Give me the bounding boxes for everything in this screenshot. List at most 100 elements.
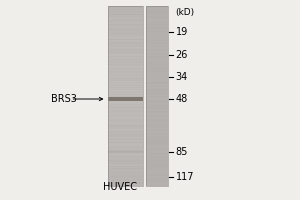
- Bar: [108, 45, 142, 46]
- Bar: [146, 43, 168, 44]
- Bar: [108, 72, 142, 73]
- Bar: [108, 64, 142, 65]
- Bar: [108, 16, 142, 17]
- Bar: [108, 153, 142, 154]
- Bar: [146, 61, 168, 62]
- Bar: [108, 22, 142, 23]
- Bar: [108, 151, 142, 153]
- Bar: [146, 13, 168, 14]
- Bar: [108, 160, 142, 161]
- Bar: [108, 7, 142, 8]
- Bar: [108, 165, 142, 166]
- Bar: [146, 22, 168, 23]
- Bar: [146, 9, 168, 10]
- Bar: [108, 171, 142, 172]
- Bar: [108, 58, 142, 59]
- Bar: [146, 169, 168, 170]
- Bar: [146, 72, 168, 73]
- Bar: [146, 88, 168, 89]
- Bar: [146, 135, 168, 136]
- Bar: [108, 177, 142, 178]
- Bar: [146, 16, 168, 17]
- Bar: [108, 126, 142, 127]
- Bar: [146, 24, 168, 25]
- Bar: [146, 59, 168, 60]
- Bar: [108, 151, 142, 152]
- Bar: [108, 139, 142, 140]
- Bar: [108, 11, 142, 12]
- Bar: [146, 66, 168, 67]
- Bar: [146, 147, 168, 148]
- Bar: [108, 129, 142, 130]
- Bar: [108, 94, 142, 95]
- Bar: [108, 63, 142, 64]
- Bar: [108, 105, 142, 106]
- Bar: [146, 165, 168, 166]
- Bar: [146, 116, 168, 117]
- Bar: [146, 32, 168, 33]
- Bar: [146, 165, 168, 166]
- Bar: [108, 146, 142, 147]
- Bar: [108, 97, 142, 98]
- Bar: [108, 83, 142, 84]
- Bar: [146, 108, 168, 109]
- Bar: [146, 74, 168, 75]
- Bar: [146, 91, 168, 92]
- Bar: [146, 21, 168, 22]
- Bar: [108, 185, 142, 186]
- Bar: [146, 84, 168, 85]
- Bar: [146, 99, 168, 100]
- Bar: [146, 58, 168, 59]
- Bar: [108, 45, 142, 46]
- Bar: [108, 6, 142, 7]
- Bar: [146, 26, 168, 27]
- Bar: [108, 18, 142, 19]
- Bar: [108, 137, 142, 138]
- Bar: [146, 150, 168, 151]
- Bar: [146, 153, 168, 154]
- Bar: [146, 105, 168, 106]
- Bar: [108, 130, 142, 131]
- Bar: [108, 21, 142, 22]
- Bar: [108, 58, 142, 59]
- Bar: [108, 171, 142, 172]
- Bar: [108, 167, 142, 168]
- Bar: [146, 155, 168, 156]
- Bar: [108, 159, 142, 160]
- Bar: [108, 30, 142, 31]
- Bar: [146, 180, 168, 181]
- Text: 34: 34: [176, 72, 188, 82]
- Bar: [146, 89, 168, 90]
- Bar: [108, 155, 142, 156]
- Bar: [146, 40, 168, 41]
- Bar: [108, 109, 142, 110]
- Bar: [146, 78, 168, 79]
- Bar: [146, 72, 168, 73]
- Bar: [146, 55, 168, 56]
- Bar: [146, 161, 168, 162]
- Bar: [108, 142, 142, 143]
- Bar: [108, 151, 142, 152]
- Bar: [146, 30, 168, 31]
- Bar: [146, 145, 168, 146]
- Bar: [108, 181, 142, 182]
- Bar: [108, 154, 142, 155]
- Bar: [108, 158, 142, 159]
- Bar: [108, 82, 142, 83]
- Bar: [146, 76, 168, 77]
- Bar: [108, 144, 142, 145]
- Bar: [146, 172, 168, 173]
- Bar: [108, 15, 142, 16]
- Bar: [108, 14, 142, 15]
- Bar: [108, 87, 142, 88]
- Bar: [108, 108, 142, 109]
- Bar: [146, 166, 168, 167]
- Bar: [146, 171, 168, 172]
- Bar: [146, 93, 168, 94]
- Bar: [108, 69, 142, 70]
- Bar: [146, 16, 168, 17]
- Bar: [108, 115, 142, 116]
- Bar: [108, 48, 142, 49]
- Bar: [146, 60, 168, 61]
- Bar: [108, 31, 142, 32]
